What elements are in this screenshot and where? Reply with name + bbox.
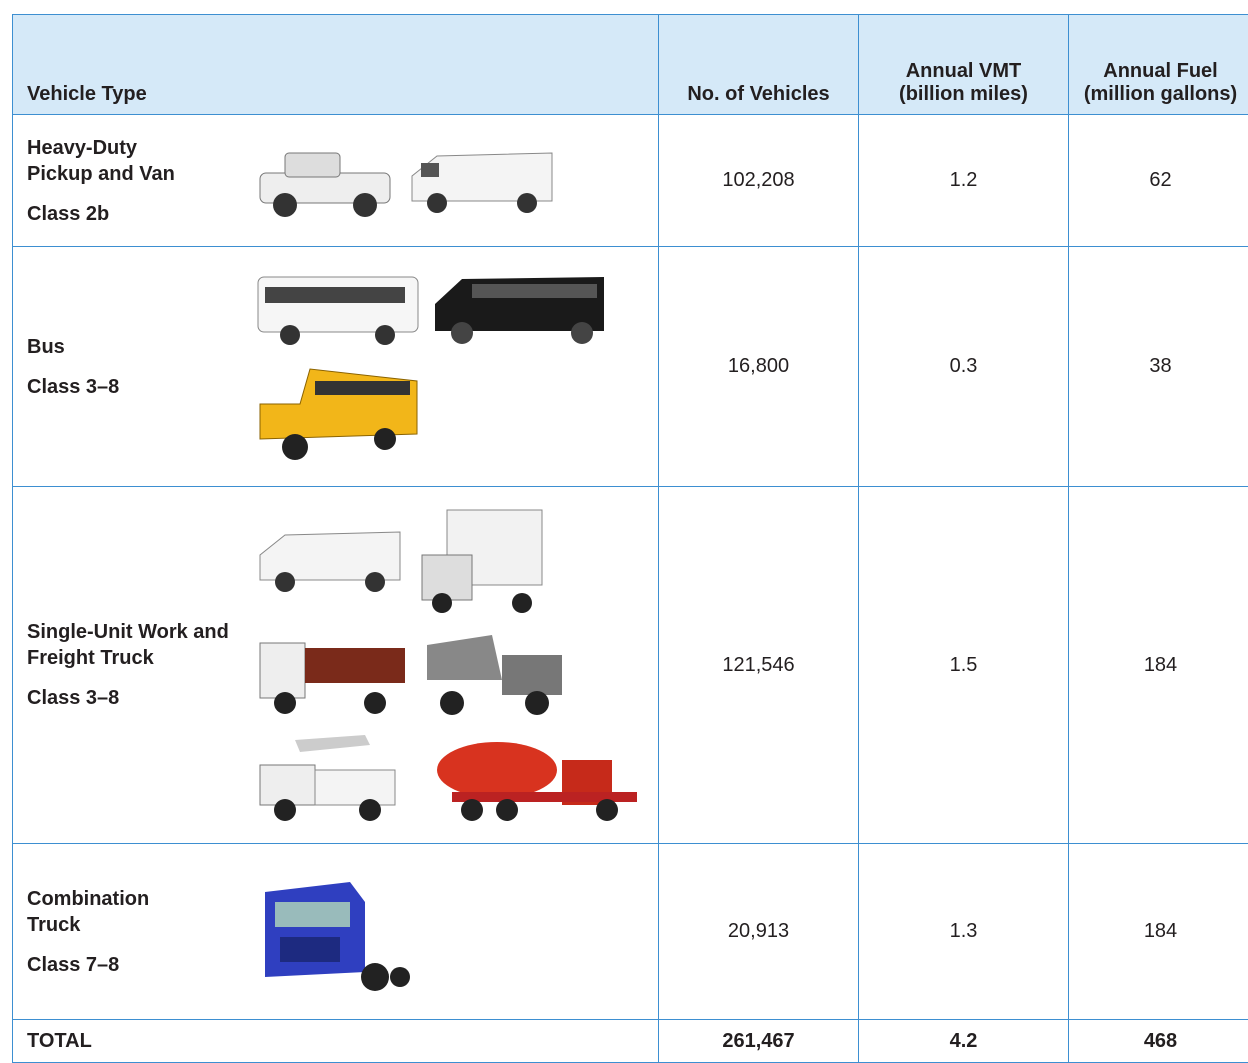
row: Combination Truck Class 7–8 20,913 1.3 18… bbox=[13, 844, 1248, 1020]
cell: 102,208 bbox=[659, 115, 859, 247]
cell: TOTAL bbox=[13, 1020, 659, 1063]
vehicle-image bbox=[255, 730, 400, 825]
vehicle-type: Heavy-Duty Pickup and Van bbox=[27, 135, 197, 187]
cell: 1.2 bbox=[859, 115, 1069, 247]
vehicle-label: Heavy-Duty Pickup and Van Class 2b bbox=[13, 135, 255, 227]
row: Single-Unit Work and Freight Truck Class … bbox=[13, 487, 1248, 844]
vehicle-class: Class 7–8 bbox=[27, 952, 255, 978]
header-cell: No. of Vehicles bbox=[659, 15, 859, 115]
cell: 20,913 bbox=[659, 844, 859, 1020]
vehicle-type: Single-Unit Work and Freight Truck bbox=[27, 619, 255, 671]
vehicle-label: Single-Unit Work and Freight Truck Class … bbox=[13, 619, 255, 711]
vehicle-image bbox=[255, 520, 405, 600]
vehicle-image bbox=[417, 505, 547, 615]
vehicle-image bbox=[422, 625, 567, 720]
cell: 38 bbox=[1069, 247, 1248, 487]
row: Bus Class 3–8 16,800 0.3 38 bbox=[13, 247, 1248, 487]
cell: 1.5 bbox=[859, 487, 1069, 844]
cell: 184 bbox=[1069, 844, 1248, 1020]
cell: 468 bbox=[1069, 1020, 1248, 1063]
vehicle-image bbox=[407, 141, 557, 221]
vehicle-class: Class 2b bbox=[27, 201, 255, 227]
cell: 0.3 bbox=[859, 247, 1069, 487]
vehicle-class: Class 3–8 bbox=[27, 374, 255, 400]
cell: 121,546 bbox=[659, 487, 859, 844]
vehicle-label: Bus Class 3–8 bbox=[13, 334, 255, 400]
cell: 4.2 bbox=[859, 1020, 1069, 1063]
cell: 62 bbox=[1069, 115, 1248, 247]
vehicle-image bbox=[432, 269, 607, 349]
vehicle-label: Combination Truck Class 7–8 bbox=[13, 886, 255, 978]
vehicle-image bbox=[412, 730, 642, 825]
vehicle-table: Vehicle Type No. of Vehicles Annual VMT … bbox=[12, 14, 1248, 1063]
row: Heavy-Duty Pickup and Van Class 2b 102,20… bbox=[13, 115, 1248, 247]
vehicle-type: Combination Truck bbox=[27, 886, 187, 938]
cell: 184 bbox=[1069, 487, 1248, 844]
header-row: Vehicle Type No. of Vehicles Annual VMT … bbox=[13, 15, 1248, 115]
cell: 16,800 bbox=[659, 247, 859, 487]
vehicle-image bbox=[255, 862, 410, 1002]
vehicle-image bbox=[255, 628, 410, 718]
header-cell: Annual Fuel (million gallons) bbox=[1069, 15, 1248, 115]
vehicle-image bbox=[255, 359, 420, 464]
vehicle-type: Bus bbox=[27, 334, 255, 360]
total-row: TOTAL 261,467 4.2 468 bbox=[13, 1020, 1248, 1063]
cell: 1.3 bbox=[859, 844, 1069, 1020]
header-cell: Annual VMT (billion miles) bbox=[859, 15, 1069, 115]
vehicle-image bbox=[255, 141, 395, 221]
vehicle-image bbox=[255, 269, 420, 349]
cell: 261,467 bbox=[659, 1020, 859, 1063]
vehicle-class: Class 3–8 bbox=[27, 685, 255, 711]
header-cell: Vehicle Type bbox=[13, 15, 659, 115]
